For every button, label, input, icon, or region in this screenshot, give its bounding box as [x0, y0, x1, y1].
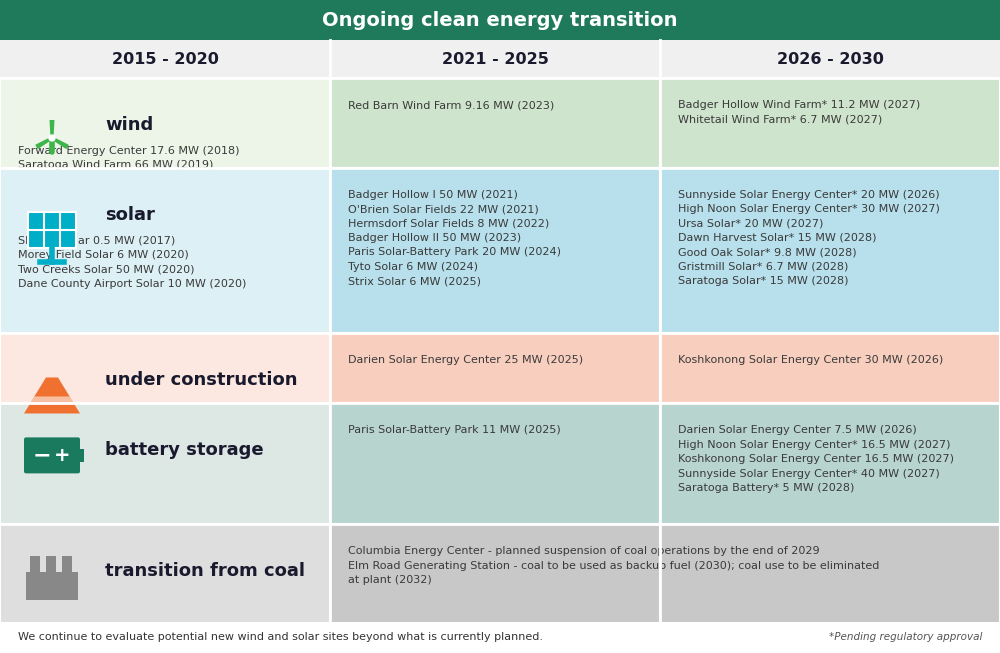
FancyBboxPatch shape [660, 524, 1000, 623]
Text: Sunnyside Solar Energy Center* 20 MW (2026)
High Noon Solar Energy Center* 30 MW: Sunnyside Solar Energy Center* 20 MW (20… [678, 189, 940, 286]
Text: Koshkonong Solar Energy Center 30 MW (2026): Koshkonong Solar Energy Center 30 MW (20… [678, 355, 943, 366]
FancyBboxPatch shape [46, 556, 56, 573]
Text: Shared Solar 0.5 MW (2017)
Morey Field Solar 6 MW (2020)
Two Creeks Solar 50 MW : Shared Solar 0.5 MW (2017) Morey Field S… [18, 236, 246, 289]
FancyBboxPatch shape [0, 0, 1000, 40]
Circle shape [49, 135, 55, 141]
Text: Ongoing clean energy transition: Ongoing clean energy transition [322, 10, 678, 29]
FancyBboxPatch shape [330, 168, 660, 334]
FancyBboxPatch shape [0, 40, 1000, 78]
Text: 2015 - 2020: 2015 - 2020 [112, 52, 218, 67]
FancyBboxPatch shape [26, 573, 78, 600]
FancyBboxPatch shape [0, 524, 330, 623]
Text: Darien Solar Energy Center 7.5 MW (2026)
High Noon Solar Energy Center* 16.5 MW : Darien Solar Energy Center 7.5 MW (2026)… [678, 425, 954, 493]
Text: *Pending regulatory approval: *Pending regulatory approval [829, 632, 982, 642]
FancyBboxPatch shape [660, 404, 1000, 524]
FancyBboxPatch shape [24, 438, 80, 473]
FancyBboxPatch shape [0, 78, 330, 168]
Text: Darien Solar Energy Center 25 MW (2025): Darien Solar Energy Center 25 MW (2025) [348, 355, 583, 366]
Text: Red Barn Wind Farm 9.16 MW (2023): Red Barn Wind Farm 9.16 MW (2023) [348, 100, 554, 110]
Text: −: − [32, 445, 51, 466]
Polygon shape [50, 120, 54, 138]
Polygon shape [30, 396, 74, 404]
Text: Columbia Energy Center - planned suspension of coal operations by the end of 202: Columbia Energy Center - planned suspens… [348, 547, 879, 585]
Polygon shape [35, 136, 53, 149]
FancyBboxPatch shape [660, 78, 1000, 168]
FancyBboxPatch shape [0, 334, 330, 404]
Text: Forward Energy Center 17.6 MW (2018)
Saratoga Wind Farm 66 MW (2019): Forward Energy Center 17.6 MW (2018) Sar… [18, 146, 240, 170]
FancyBboxPatch shape [0, 168, 330, 334]
Text: 2021 - 2025: 2021 - 2025 [442, 52, 548, 67]
FancyBboxPatch shape [62, 556, 72, 573]
Polygon shape [24, 377, 80, 413]
Text: Badger Hollow I 50 MW (2021)
O'Brien Solar Fields 22 MW (2021)
Hermsdorf Solar F: Badger Hollow I 50 MW (2021) O'Brien Sol… [348, 189, 561, 286]
Text: battery storage: battery storage [105, 441, 264, 460]
Text: transition from coal: transition from coal [105, 562, 305, 581]
FancyBboxPatch shape [330, 334, 660, 404]
Text: Badger Hollow Wind Farm* 11.2 MW (2027)
Whitetail Wind Farm* 6.7 MW (2027): Badger Hollow Wind Farm* 11.2 MW (2027) … [678, 100, 920, 125]
FancyBboxPatch shape [78, 449, 84, 462]
FancyBboxPatch shape [660, 168, 1000, 334]
FancyBboxPatch shape [330, 524, 660, 623]
Text: wind: wind [105, 116, 153, 134]
Text: 2026 - 2030: 2026 - 2030 [777, 52, 883, 67]
FancyBboxPatch shape [330, 78, 660, 168]
Text: Paris Solar-Battery Park 11 MW (2025): Paris Solar-Battery Park 11 MW (2025) [348, 425, 561, 436]
FancyBboxPatch shape [660, 334, 1000, 404]
FancyBboxPatch shape [30, 556, 40, 573]
Text: under construction: under construction [105, 372, 298, 389]
FancyBboxPatch shape [28, 212, 76, 247]
Text: solar: solar [105, 206, 155, 223]
FancyBboxPatch shape [330, 404, 660, 524]
Text: We continue to evaluate potential new wind and solar sites beyond what is curren: We continue to evaluate potential new wi… [18, 632, 543, 642]
FancyBboxPatch shape [0, 404, 330, 524]
Polygon shape [51, 136, 69, 149]
Text: +: + [54, 446, 71, 465]
